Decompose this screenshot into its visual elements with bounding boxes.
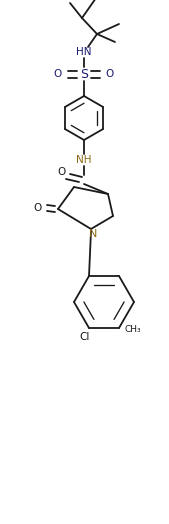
Text: HN: HN xyxy=(76,47,92,57)
Text: NH: NH xyxy=(76,155,92,165)
Text: O: O xyxy=(106,69,114,79)
Text: Cl: Cl xyxy=(80,332,90,342)
Text: O: O xyxy=(34,203,42,213)
Text: CH₃: CH₃ xyxy=(125,325,141,334)
Text: N: N xyxy=(89,229,97,239)
Text: O: O xyxy=(54,69,62,79)
Text: S: S xyxy=(80,68,88,81)
Text: O: O xyxy=(58,167,66,177)
